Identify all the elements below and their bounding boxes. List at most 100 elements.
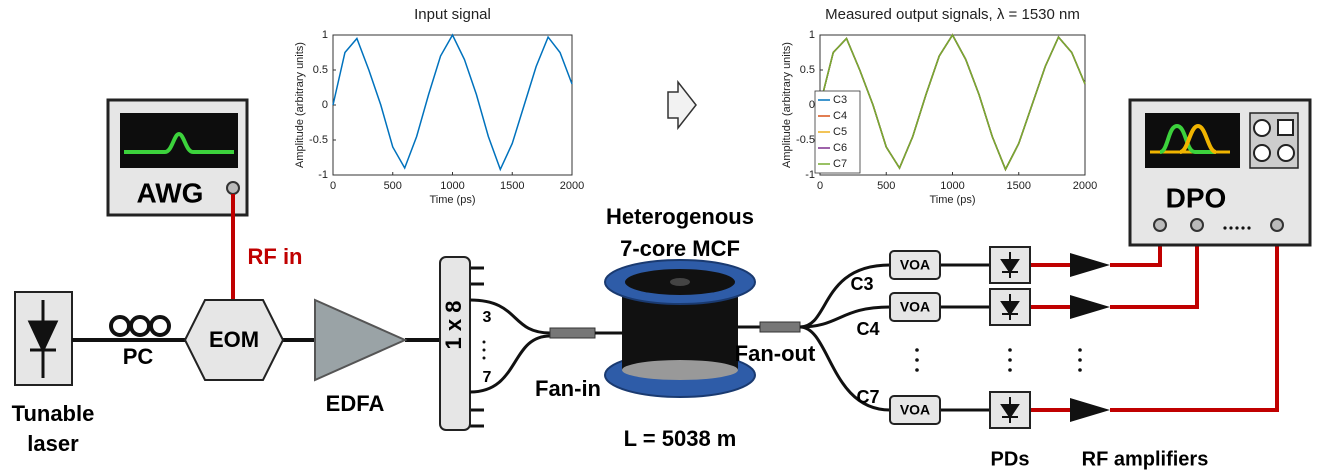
- x-tick-label: 1000: [440, 180, 464, 192]
- legend-label: C5: [833, 126, 847, 138]
- y-tick-label: -0.5: [796, 134, 815, 146]
- laser-label: laser: [27, 431, 79, 456]
- mcf-label: Heterogenous: [606, 204, 754, 229]
- splitter: [482, 348, 486, 352]
- receiver-row: [1008, 358, 1012, 362]
- fiber: [469, 298, 551, 394]
- x-tick-label: 0: [817, 180, 823, 192]
- legend-label: C4: [833, 110, 847, 122]
- arrow: [667, 79, 697, 131]
- dpo: [1241, 226, 1245, 230]
- dpo: [1277, 144, 1295, 162]
- y-tick-label: 0: [322, 99, 328, 111]
- y-tick-label: 1: [809, 29, 815, 41]
- edfa-label: EDFA: [326, 391, 385, 416]
- mcf-label: 7-core MCF: [620, 236, 740, 261]
- receiver-row: [889, 231, 1279, 429]
- edfa: [314, 298, 408, 382]
- y-tick-label: 1: [322, 29, 328, 41]
- x-tick-label: 0: [330, 180, 336, 192]
- fan-out: [759, 321, 801, 333]
- port-label: 3: [483, 309, 492, 326]
- dpo: [1235, 226, 1239, 230]
- voa-label: VOA: [900, 402, 930, 418]
- voa-label: VOA: [900, 257, 930, 273]
- awg: [124, 131, 234, 154]
- dpo: [1223, 226, 1251, 230]
- pc-label: PC: [123, 344, 154, 369]
- receiver-row: [915, 368, 919, 372]
- channel-label: C4: [856, 319, 879, 339]
- fan-in-label: Fan-in: [535, 376, 601, 401]
- dpo: [1159, 123, 1215, 154]
- x-tick-label: 500: [384, 180, 402, 192]
- y-axis-label: Amplitude (arbitrary units): [294, 42, 306, 168]
- legend-label: C6: [833, 142, 847, 154]
- receiver-row: [915, 348, 919, 352]
- channel-label: C3: [850, 274, 873, 294]
- dpo: [1247, 226, 1251, 230]
- polarization-controller: [109, 315, 171, 337]
- awg-label: AWG: [137, 177, 204, 208]
- plot-title: Input signal: [414, 6, 491, 23]
- receiver-row: [889, 395, 941, 425]
- x-tick-label: 1500: [500, 180, 524, 192]
- fiber: [799, 263, 891, 412]
- y-axis-label: Amplitude (arbitrary units): [781, 42, 793, 168]
- polarization-controller: [109, 315, 131, 337]
- rf-amplifiers-label: RF amplifiers: [1082, 448, 1209, 470]
- eom: [183, 299, 285, 381]
- receiver-row: [1030, 263, 1070, 412]
- channel-label: C7: [856, 387, 879, 407]
- receiver-row: [1000, 397, 1020, 423]
- y-tick-label: 0.5: [800, 64, 815, 76]
- splitter: [439, 256, 471, 431]
- dpo: [1190, 218, 1204, 232]
- voa-label: VOA: [900, 299, 930, 315]
- x-tick-label: 500: [877, 180, 895, 192]
- dpo: [1229, 226, 1233, 230]
- receiver-row: [940, 263, 990, 412]
- eom-label: EOM: [209, 327, 259, 352]
- pds-label: PDs: [991, 448, 1030, 470]
- receiver-row: [1000, 294, 1020, 320]
- receiver-row: [1078, 358, 1082, 362]
- x-tick-label: 1000: [940, 180, 964, 192]
- dpo: [1270, 218, 1284, 232]
- y-tick-label: -1: [318, 169, 328, 181]
- y-tick-label: -1: [805, 169, 815, 181]
- x-axis-label: Time (ps): [929, 194, 975, 206]
- fiber-spool: [670, 278, 690, 286]
- receiver-row: [1070, 295, 1110, 319]
- laser: [27, 300, 59, 378]
- legend-label: C3: [833, 94, 847, 106]
- receiver-row: [889, 292, 941, 322]
- signal-line: [332, 33, 573, 172]
- dpo: [1253, 119, 1271, 137]
- polarization-controller: [129, 315, 151, 337]
- fiber: [595, 325, 760, 335]
- awg: [106, 98, 249, 217]
- splitter: [482, 356, 486, 360]
- receiver-row: [1000, 252, 1020, 278]
- x-tick-label: 2000: [1073, 180, 1097, 192]
- receiver-row: [1070, 398, 1110, 422]
- y-tick-label: -0.5: [309, 134, 328, 146]
- x-tick-label: 2000: [560, 180, 584, 192]
- dpo: [1179, 123, 1217, 154]
- receiver-row: [915, 358, 919, 362]
- dpo: [1153, 218, 1167, 232]
- dpo: [1145, 113, 1240, 168]
- legend-label: C7: [833, 158, 847, 170]
- splitter-label: 1 x 8: [441, 301, 466, 350]
- receiver-row: [1078, 368, 1082, 372]
- receiver-row: [915, 348, 1082, 372]
- receiver-row: [1008, 348, 1012, 352]
- plot-area: [332, 34, 573, 176]
- dpo-label: DPO: [1166, 182, 1227, 213]
- fiber-spool: [622, 360, 738, 380]
- fan-in: [549, 327, 596, 339]
- plot-title: Measured output signals, λ = 1530 nm: [825, 6, 1080, 23]
